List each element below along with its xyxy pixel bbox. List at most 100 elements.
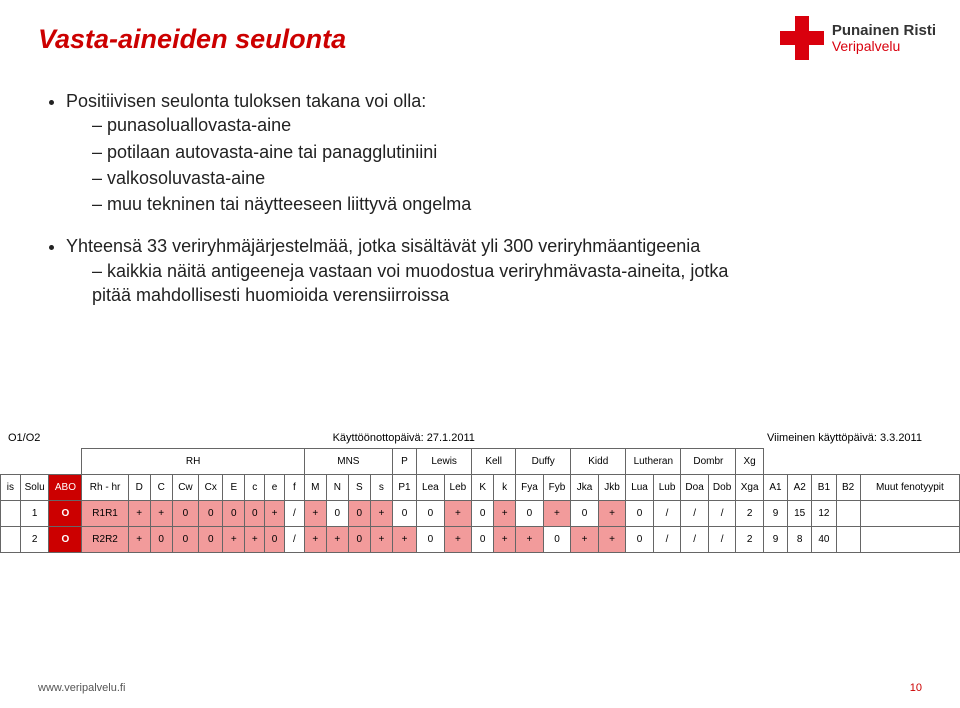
cell: 0 [326,501,348,527]
cell: 0 [150,527,172,553]
cell [860,527,959,553]
col-f: f [284,475,304,501]
col-e-small: e [265,475,285,501]
cell: + [370,527,392,553]
cell: 0 [626,527,654,553]
meta-mid-label: Käyttöönottopäivä: [333,432,424,444]
cell: + [223,527,245,553]
col-xga: Xga [736,475,764,501]
cell: 0 [472,501,494,527]
col-b2: B2 [836,475,860,501]
cell: + [304,501,326,527]
cell-abo: O [49,501,82,527]
cell: 0 [199,527,223,553]
bullet-1-sub-4: muu tekninen tai näytteeseen liittyvä on… [92,192,762,216]
col-cw: Cw [172,475,198,501]
cell: 2 [736,501,764,527]
bullet-1: Positiivisen seulonta tuloksen takana vo… [66,89,762,216]
cell: + [128,501,150,527]
cell: 0 [172,501,198,527]
cell [836,527,860,553]
table-row: 1 O R1R1 + + 0 0 0 0 + / + 0 0 + 0 0 + 0… [1,501,960,527]
meta-mid: Käyttöönottopäivä: 27.1.2011 [333,432,475,444]
red-cross-icon [780,16,824,60]
bullet-1-sub-1: punasoluallovasta-aine [92,113,762,137]
cell [1,501,21,527]
cell: + [516,527,544,553]
col-p1: P1 [392,475,416,501]
cell: + [543,501,571,527]
cell: 8 [788,527,812,553]
cell: 0 [543,527,571,553]
bullet-1-text: Positiivisen seulonta tuloksen takana vo… [66,91,426,111]
cell: 0 [571,501,599,527]
cell: 0 [348,527,370,553]
cell: 15 [788,501,812,527]
col-abo: ABO [49,475,82,501]
col-k-big: K [472,475,494,501]
col-m: M [304,475,326,501]
phenotype-table: RH MNS P Lewis Kell Duffy Kidd Lutheran … [0,448,960,553]
table-meta-row: O1/O2 Käyttöönottopäivä: 27.1.2011 Viime… [0,432,960,448]
cell: 0 [245,501,265,527]
col-c-big: C [150,475,172,501]
cell: / [681,527,709,553]
logo-line2: Veripalvelu [832,39,936,54]
group-lutheran: Lutheran [626,449,681,475]
table-row: 2 O R2R2 + 0 0 0 + + 0 / + + 0 + + 0 + 0… [1,527,960,553]
cell [860,501,959,527]
cell: + [571,527,599,553]
cell: / [708,527,736,553]
cell: 0 [223,501,245,527]
group-xg: Xg [736,449,764,475]
cell [1,527,21,553]
cell-rh: R1R1 [82,501,128,527]
cell: 0 [199,501,223,527]
group-kidd: Kidd [571,449,626,475]
footer-url: www.veripalvelu.fi [38,682,125,694]
group-lewis: Lewis [417,449,472,475]
cell: + [598,501,626,527]
cell: + [304,527,326,553]
cell: / [681,501,709,527]
cell-abo: O [49,527,82,553]
cell: + [128,527,150,553]
group-row: RH MNS P Lewis Kell Duffy Kidd Lutheran … [1,449,960,475]
bullet-1-sub-2: potilaan autovasta-aine tai panagglutini… [92,140,762,164]
cell: + [326,527,348,553]
bullet-2-sub-1: kaikkia näitä antigeeneja vastaan voi mu… [92,259,762,308]
cell: 0 [392,501,416,527]
footer: www.veripalvelu.fi 10 [38,682,922,694]
cell: 9 [763,527,787,553]
cell: 0 [348,501,370,527]
content-body: Positiivisen seulonta tuloksen takana vo… [38,89,922,307]
cell: + [150,501,172,527]
cell [836,501,860,527]
cell: 0 [417,501,445,527]
col-cx: Cx [199,475,223,501]
cell: + [392,527,416,553]
meta-right-val: 3.3.2011 [880,432,922,444]
col-d: D [128,475,150,501]
col-fyb: Fyb [543,475,571,501]
group-rh: RH [82,449,304,475]
page-number: 10 [910,682,922,694]
col-lea: Lea [417,475,445,501]
cell-solu: 1 [20,501,49,527]
col-dob: Dob [708,475,736,501]
cell: 0 [417,527,445,553]
logo-text: Punainen Risti Veripalvelu [832,23,936,53]
slide: Punainen Risti Veripalvelu Vasta-aineide… [0,0,960,708]
cell: + [444,527,472,553]
cell: 2 [736,527,764,553]
cell-solu: 2 [20,527,49,553]
org-logo: Punainen Risti Veripalvelu [780,16,936,60]
cell: + [598,527,626,553]
phenotype-table-area: O1/O2 Käyttöönottopäivä: 27.1.2011 Viime… [0,432,960,553]
col-fya: Fya [516,475,544,501]
group-mns: MNS [304,449,392,475]
col-s-small: s [370,475,392,501]
meta-right-label: Viimeinen käyttöpäivä: [767,432,877,444]
col-n: N [326,475,348,501]
col-rh: Rh - hr [82,475,128,501]
